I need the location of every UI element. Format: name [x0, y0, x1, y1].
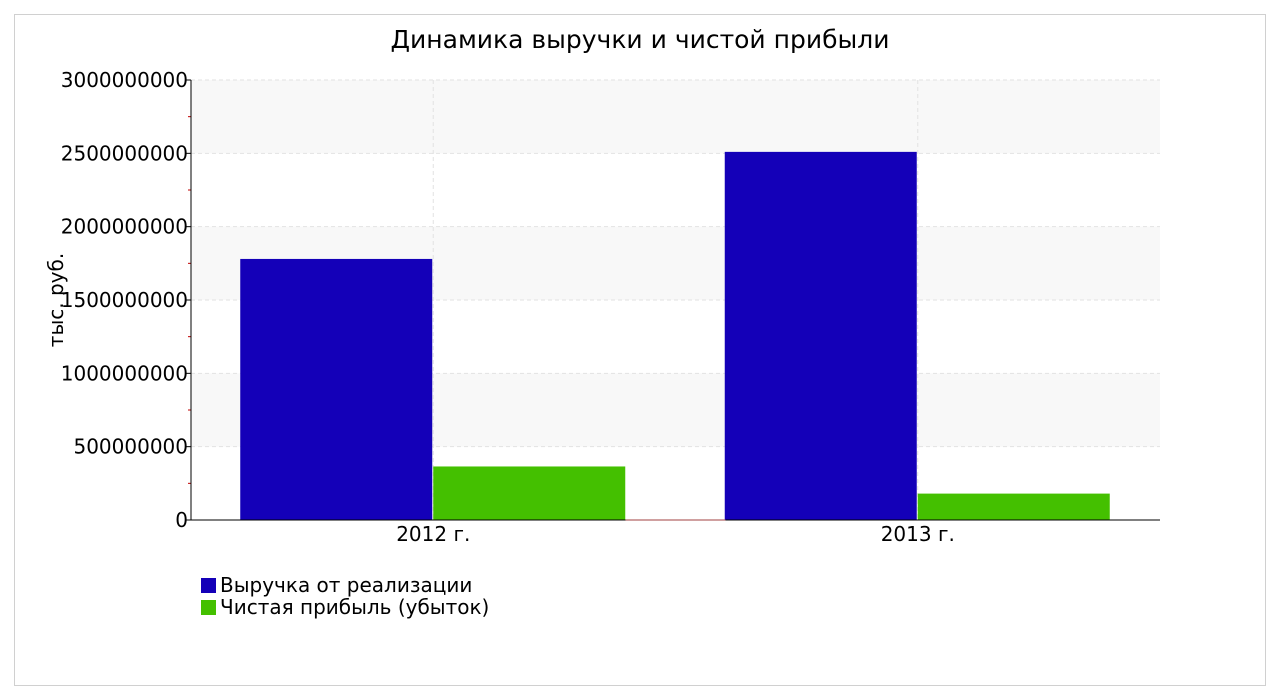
- y-axis-label: тыс. руб.: [44, 253, 68, 347]
- bar-revenue-1: [240, 258, 433, 520]
- background-band: [191, 80, 1160, 154]
- y-tick-label: 2000000000: [61, 215, 188, 239]
- legend-swatch: [201, 578, 216, 593]
- bars: [240, 151, 1110, 520]
- y-tick-label: 1000000000: [61, 361, 188, 385]
- y-tick-labels: 0 500000000 1000000000 1500000000 2000000000…: [61, 68, 188, 532]
- chart-title: Динамика выручки и чистой прибыли: [391, 25, 890, 54]
- legend-swatch: [201, 600, 216, 615]
- axes: [185, 79, 1160, 521]
- bar-revenue-2: [724, 151, 917, 520]
- y-tick-label: 3000000000: [61, 68, 188, 92]
- x-tick-labels: 2012 г. 2013 г.: [396, 522, 955, 546]
- bar-net-profit-1: [433, 466, 626, 520]
- y-tick-label: 1500000000: [61, 288, 188, 312]
- y-tick-label: 500000000: [73, 435, 188, 459]
- x-tick-label: 2013 г.: [881, 522, 955, 546]
- x-tick-label: 2012 г.: [396, 522, 470, 546]
- legend-label: Выручка от реализации: [220, 573, 472, 597]
- y-tick-label: 0: [175, 508, 188, 532]
- y-tick-label: 2500000000: [61, 141, 188, 165]
- bar-net-profit-2: [917, 493, 1110, 520]
- legend-label: Чистая прибыль (убыток): [220, 595, 489, 619]
